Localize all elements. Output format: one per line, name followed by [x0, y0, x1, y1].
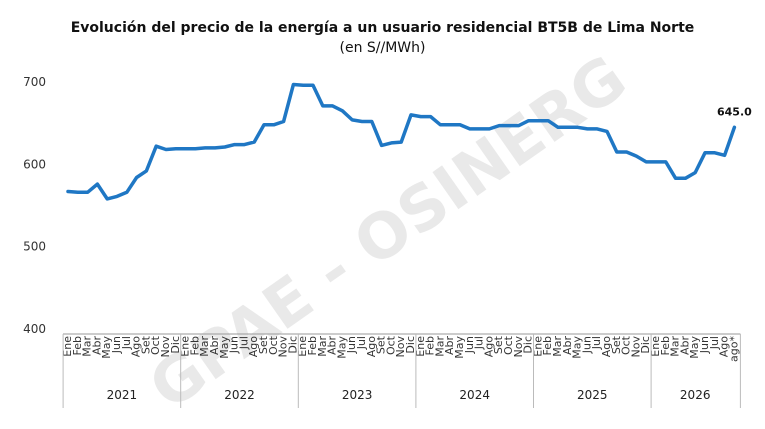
x-tick-label: Ene: [414, 336, 427, 357]
x-tick-label: Ene: [61, 336, 74, 357]
x-tick-label: Mar: [669, 336, 682, 357]
x-tick-label: Feb: [424, 336, 437, 355]
series-line: [66, 82, 737, 201]
x-tick-label: Jul: [590, 336, 603, 350]
x-tick-label: ago*: [727, 336, 740, 362]
x-tick-label: Set: [610, 335, 623, 354]
year-label: 2022: [224, 388, 255, 402]
x-tick-label: Oct: [502, 335, 515, 355]
x-tick-label: May: [571, 336, 584, 359]
x-tick-label: Jul: [355, 336, 368, 350]
y-tick-label: 500: [23, 240, 46, 254]
x-tick-label: Ago: [247, 336, 260, 358]
chart-subtitle: (en S//MWh): [339, 40, 426, 56]
x-tick-label: Ene: [179, 336, 192, 357]
x-tick-label: Jul: [708, 336, 721, 350]
x-tick-label: Jun: [580, 336, 593, 354]
x-tick-label: Mar: [551, 336, 564, 357]
x-tick-label: Oct: [620, 335, 633, 355]
x-tick-label: Ene: [296, 336, 309, 357]
x-tick-label: May: [100, 336, 113, 359]
x-tick-label: Feb: [188, 336, 201, 355]
x-tick-label: Oct: [384, 335, 397, 355]
x-tick-label: Ago: [600, 336, 613, 358]
x-tick-label: Dic: [522, 336, 535, 354]
x-tick-label: Set: [375, 335, 388, 354]
x-tick-label: Mar: [433, 336, 446, 357]
x-tick-label: Oct: [149, 335, 162, 355]
x-tick-label: Dic: [286, 336, 299, 354]
x-tick-label: Abr: [443, 336, 456, 356]
x-tick-label: Jun: [345, 336, 358, 354]
x-tick-label: Jun: [698, 336, 711, 354]
year-label: 2025: [577, 388, 608, 402]
y-tick-label: 600: [23, 157, 46, 171]
watermark-text: GPAE - OSINERG: [136, 41, 639, 424]
x-tick-label: Mar: [198, 336, 211, 357]
x-tick-label: Dic: [404, 336, 417, 354]
x-tick-label: Abr: [678, 336, 691, 356]
x-tick-label: Set: [257, 335, 270, 354]
x-tick-label: Ago: [130, 336, 143, 358]
x-tick-label: Mar: [316, 336, 329, 357]
x-tick-label: Set: [139, 335, 152, 354]
x-tick-label: Abr: [90, 336, 103, 356]
x-tick-label: Ago: [365, 336, 378, 358]
x-tick-label: Feb: [306, 336, 319, 355]
x-tick-label: Abr: [208, 336, 221, 356]
x-tick-label: Oct: [267, 335, 280, 355]
x-tick-label: May: [218, 336, 231, 359]
chart-title: Evolución del precio de la energía a un …: [70, 20, 695, 36]
x-tick-label: May: [335, 336, 348, 359]
x-tick-label: Dic: [169, 336, 182, 354]
year-label: 2024: [459, 388, 490, 402]
y-tick-label: 400: [23, 322, 46, 336]
x-tick-label: Jun: [228, 336, 241, 354]
x-tick-label: Set: [492, 335, 505, 354]
x-tick-label: Jul: [120, 336, 133, 350]
x-tick-label: Nov: [512, 336, 525, 358]
x-tick-label: May: [453, 336, 466, 359]
x-tick-label: Abr: [326, 336, 339, 356]
x-tick-label: Ago: [718, 336, 731, 358]
x-tick-label: Abr: [561, 336, 574, 356]
data-label: 645.0: [717, 105, 752, 118]
x-tick-label: Jun: [463, 336, 476, 354]
x-tick-label: Nov: [159, 336, 172, 358]
x-tick-label: May: [688, 336, 701, 359]
x-tick-label: Ago: [482, 336, 495, 358]
x-tick-label: Ene: [649, 336, 662, 357]
x-tick-label: Mar: [81, 336, 94, 357]
x-tick-label: Feb: [71, 336, 84, 355]
x-tick-label: Jul: [237, 336, 250, 350]
x-tick-label: Feb: [541, 336, 554, 355]
x-tick-label: Ene: [531, 336, 544, 357]
x-tick-label: Dic: [639, 336, 652, 354]
x-tick-label: Jun: [110, 336, 123, 354]
x-tick-label: Nov: [277, 336, 290, 358]
x-tick-label: Jul: [473, 336, 486, 350]
year-label: 2023: [342, 388, 373, 402]
y-tick-label: 700: [23, 75, 46, 89]
x-tick-label: Feb: [659, 336, 672, 355]
x-tick-label: Nov: [629, 336, 642, 358]
x-tick-label: Nov: [394, 336, 407, 358]
year-label: 2026: [680, 388, 711, 402]
year-label: 2021: [107, 388, 138, 402]
